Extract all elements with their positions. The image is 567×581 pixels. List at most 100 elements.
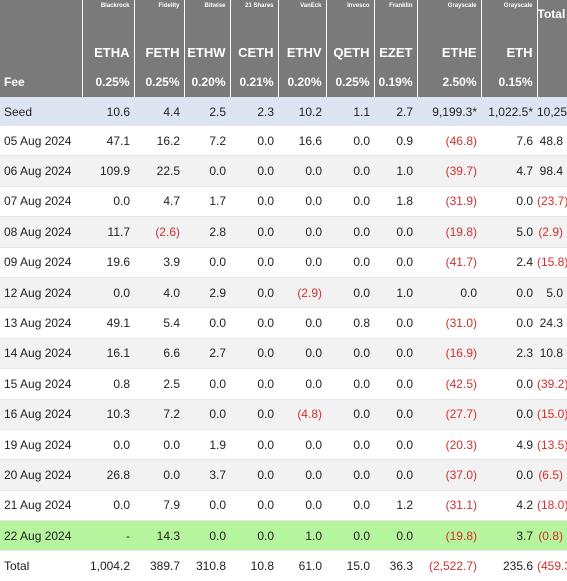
seed-row: Seed 10.6 4.4 2.5 2.3 10.2 1.1 2.7 9,199.3* 1,022… [0,97,567,126]
flow-value: 2.7 [184,338,230,370]
table-row: 14 Aug 2024 16.1 6.6 2.7 0.0 0.0 0.0 0.0 (16.9) 2… [0,338,567,370]
total-fee-cell [537,67,567,97]
flow-value: 0.0 [230,155,278,187]
fee-value: 0.25% [326,67,375,97]
column-total: 389.7 [134,550,184,581]
flow-value: 22.5 [134,155,184,187]
date-label: 14 Aug 2024 [0,338,82,370]
flow-value: 0.0 [184,155,230,187]
issuer-name: Invesco [326,0,375,37]
flow-value: 0.0 [326,186,374,218]
flow-value: 0.0 [184,247,230,278]
flow-value: 19.6 [82,247,134,278]
flow-value: 16.6 [278,126,326,157]
flow-value: 4.0 [134,277,184,309]
grand-total: (459.3) [537,550,567,581]
flow-value: 1.1 [326,97,374,126]
flow-value: 0.0 [278,429,326,461]
row-total: (39.2) [537,368,567,400]
row-total: (2.9) [537,216,567,248]
flow-value: (31.1) [417,490,481,522]
flow-value: 0.0 [278,155,326,187]
issuer-name: Bitwise [184,0,231,37]
date-label: 19 Aug 2024 [0,429,82,461]
flow-value: 0.0 [134,459,184,491]
flow-value: 0.0 [326,216,374,248]
flow-value: 4.7 [134,186,184,218]
flow-value: (27.7) [417,399,481,430]
flow-value: 0.0 [184,307,230,339]
flow-value: 0.0 [326,520,374,552]
row-total: (23.7) [537,186,567,218]
flow-value: 0.0 [82,186,134,218]
flow-value: 2.9 [184,277,230,309]
ticker-symbol: EZET [374,37,418,67]
flow-value: (39.7) [417,155,481,187]
issuer-name: VanEck [278,0,327,37]
flow-value: 0.0 [230,307,278,339]
ticker-symbol: QETH [326,37,375,67]
flow-value: 0.0 [481,186,537,218]
flow-value: 0.0 [184,399,230,430]
flow-value: 0.0 [230,368,278,400]
flow-value: 10.3 [82,399,134,430]
flow-value: 0.0 [481,459,537,491]
ticker-symbol: CETH [230,37,279,67]
fee-value: 0.19% [374,67,418,97]
flow-value: 0.0 [374,429,417,461]
flow-value: 0.0 [374,368,417,400]
table-row: 13 Aug 2024 49.1 5.4 0.0 0.0 0.0 0.8 0.0 (31.0) 0… [0,307,567,339]
row-total: 24.3 [537,307,567,339]
flow-value: 0.0 [326,277,374,309]
issuer-name: Franklin [374,0,418,37]
row-total: (18.0) [537,490,567,522]
column-total: 61.0 [278,550,326,581]
flow-value: 0.0 [230,338,278,370]
flow-value: 0.0 [481,368,537,400]
flow-value: 4.9 [481,429,537,461]
table-row: 22 Aug 2024-14.3 0.0 0.0 1.0 0.0 0.0 (19.8) 3.7… [0,520,567,552]
flow-value: (31.9) [417,186,481,218]
totals-label: Total [0,550,82,581]
table-row: 16 Aug 2024 10.3 7.2 0.0 0.0 (4.8) 0.0 0.0 (27.7… [0,399,567,430]
date-label: 09 Aug 2024 [0,247,82,278]
flow-value: 0.0 [374,216,417,248]
flow-value: 0.0 [184,520,230,552]
flow-value: 5.0 [481,216,537,248]
row-total: 48.8 [537,126,567,157]
table-row: 07 Aug 2024 0.0 4.7 1.7 0.0 0.0 0.0 1.8 (31.9) 0.… [0,186,567,218]
flow-value: 0.0 [278,307,326,339]
flow-value: 0.0 [481,307,537,339]
flow-value: - [82,520,134,552]
flow-value: 0.0 [278,490,326,522]
flow-value: 0.0 [326,399,374,430]
date-label: 22 Aug 2024 [0,520,82,552]
flow-value: 0.0 [82,429,134,461]
issuer-header-row: Blackrock Fidelity Bitwise 21 Shares VanEck I… [0,0,567,37]
flow-value: 0.0 [230,429,278,461]
flow-value: (41.7) [417,247,481,278]
flow-value: 0.0 [374,399,417,430]
flow-value: 1.8 [374,186,417,218]
flow-value: 16.1 [82,338,134,370]
issuer-name: 21 Shares [230,0,279,37]
flow-value: 0.0 [326,155,374,187]
ticker-symbol: ETHW [184,37,231,67]
table-row: 19 Aug 2024 0.0 0.0 1.9 0.0 0.0 0.0 0.0 (20.3) 4.… [0,429,567,461]
flow-value: 0.0 [374,459,417,491]
flow-value: 0.0 [230,520,278,552]
flow-value: 1.0 [278,520,326,552]
flow-value: 0.0 [326,247,374,278]
flow-value: 0.0 [278,368,326,400]
row-total: (13.5) [537,429,567,461]
totals-row: Total 1,004.2 389.7 310.8 10.8 61.0 15.0 36.3 (2… [0,550,567,581]
flow-value: 47.1 [82,126,134,157]
flow-value: 7.2 [134,399,184,430]
flow-value: 2.3 [481,338,537,370]
flow-value: 0.0 [230,399,278,430]
flow-value: 0.0 [417,277,481,309]
flow-value: 10.2 [278,97,326,126]
flow-value: 2.4 [481,247,537,278]
